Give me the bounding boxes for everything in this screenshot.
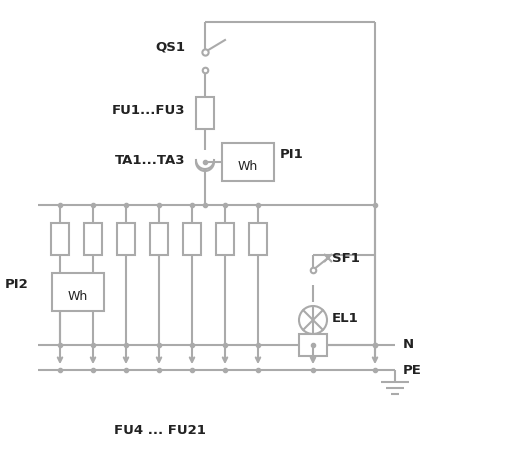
Bar	[196, 97, 214, 129]
Text: PI1: PI1	[280, 149, 304, 162]
Text: PE: PE	[403, 364, 422, 376]
Bar	[183, 223, 201, 255]
Bar	[51, 223, 69, 255]
Text: FU1...FU3: FU1...FU3	[111, 103, 185, 117]
Bar	[249, 223, 267, 255]
Text: QS1: QS1	[155, 40, 185, 54]
Bar	[216, 223, 234, 255]
Text: FU4 ... FU21: FU4 ... FU21	[114, 424, 206, 437]
Bar	[117, 223, 135, 255]
Text: N: N	[403, 338, 414, 352]
Bar	[150, 223, 168, 255]
Text: PI2: PI2	[4, 279, 28, 291]
Text: EL1: EL1	[332, 312, 359, 325]
Bar	[52, 273, 104, 311]
Text: Wh: Wh	[238, 161, 258, 174]
Text: TA1...TA3: TA1...TA3	[114, 153, 185, 167]
Text: Wh: Wh	[68, 291, 88, 303]
Bar	[299, 334, 327, 356]
Bar	[222, 143, 274, 181]
Bar	[84, 223, 102, 255]
Text: SF1: SF1	[332, 252, 360, 264]
